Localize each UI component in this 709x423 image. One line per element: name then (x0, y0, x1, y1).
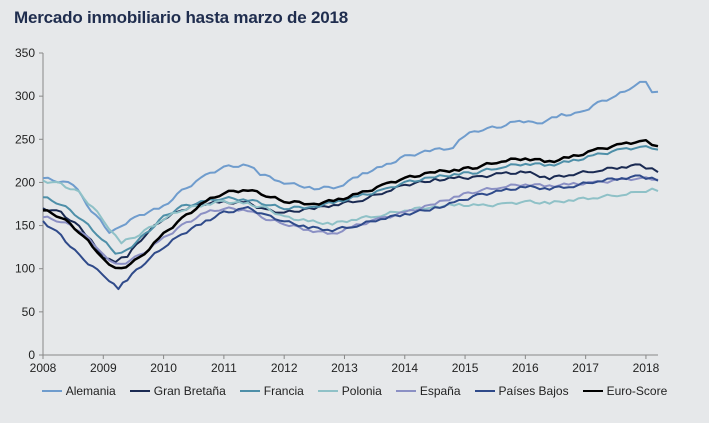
x-tick-label: 2009 (90, 361, 117, 375)
legend-label: Países Bajos (498, 384, 569, 398)
x-tick-label: 2014 (391, 361, 418, 375)
legend-item: España (395, 384, 461, 398)
series-line-euro-score (43, 138, 659, 270)
legend-item: Polonia (317, 384, 382, 398)
x-tick-label: 2018 (633, 361, 660, 375)
x-tick-label: 2017 (572, 361, 599, 375)
series-line-francia (42, 145, 659, 255)
legend-label: Gran Bretaña (153, 384, 226, 398)
x-tick-label: 2010 (150, 361, 177, 375)
y-tick-label: 50 (22, 305, 36, 319)
legend-item: Francia (239, 384, 304, 398)
x-tick-label: 2011 (211, 361, 237, 375)
x-tick-label: 2015 (452, 361, 479, 375)
y-tick-label: 300 (15, 89, 35, 103)
legend-label: España (419, 384, 461, 398)
legend: Alemania Gran Bretaña Francia Polonia España… (0, 384, 709, 398)
legend-swatch (129, 390, 150, 392)
legend-label: Alemania (65, 384, 116, 398)
series-line-polonia (42, 179, 659, 245)
series-lines (42, 80, 659, 291)
x-tick-label: 2008 (30, 361, 57, 375)
legend-swatch (395, 390, 416, 392)
axes: 0 50 100 150 200 250 300 350 2008 2009 2010 2011 201… (15, 46, 660, 375)
legend-item: Euro-Score (582, 384, 668, 398)
legend-swatch (317, 390, 338, 392)
y-tick-label: 200 (15, 175, 35, 189)
legend-label: Polonia (341, 384, 382, 398)
legend-swatch (582, 390, 603, 392)
y-tick-label: 350 (15, 46, 35, 60)
x-tick-label: 2012 (271, 361, 298, 375)
x-tick-label: 2013 (331, 361, 358, 375)
y-tick-label: 250 (15, 132, 35, 146)
legend-swatch (474, 390, 495, 392)
chart-title: Mercado inmobiliario hasta marzo de 2018 (14, 8, 349, 27)
y-tick-label: 100 (15, 262, 35, 276)
y-tick-label: 150 (15, 219, 35, 233)
legend-item: Alemania (41, 384, 116, 398)
x-tick-label: 2016 (512, 361, 539, 375)
series-line-pa-ses-bajos (42, 174, 659, 291)
legend-label: Francia (263, 384, 304, 398)
y-tick-label: 0 (28, 348, 35, 362)
legend-item: Gran Bretaña (129, 384, 226, 398)
series-line-alemania (42, 80, 659, 234)
legend-item: Países Bajos (474, 384, 569, 398)
legend-swatch (239, 390, 260, 392)
legend-label: Euro-Score (606, 384, 668, 398)
legend-swatch (41, 390, 62, 392)
